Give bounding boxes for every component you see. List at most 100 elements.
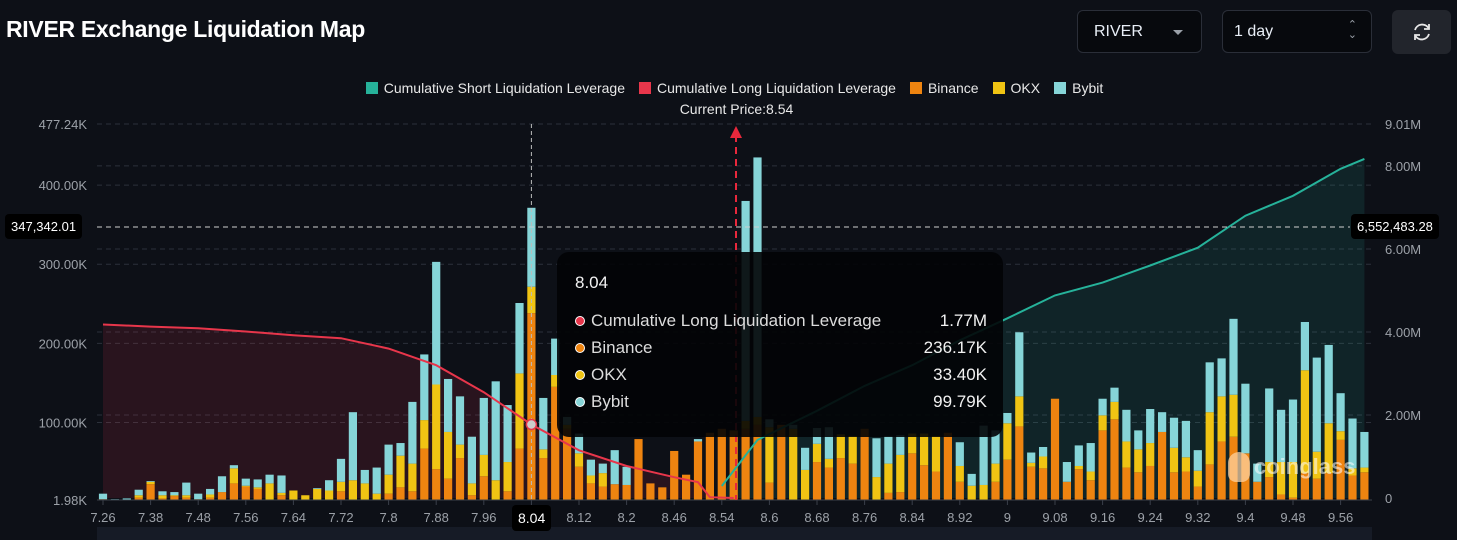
bar-okx bbox=[1169, 447, 1179, 473]
bar-okx bbox=[1288, 462, 1298, 498]
bar-bybit bbox=[515, 303, 524, 374]
legend-swatch bbox=[909, 82, 922, 94]
bar-okx bbox=[289, 490, 298, 500]
bar-binance bbox=[444, 478, 453, 500]
x-tick-label: 7.38 bbox=[138, 510, 163, 525]
bar-binance bbox=[991, 481, 1000, 500]
bar-bybit bbox=[1134, 430, 1143, 450]
legend-item-long[interactable]: Cumulative Long Liquidation Leverage bbox=[639, 80, 896, 96]
bar-binance bbox=[646, 483, 655, 500]
bar-okx bbox=[444, 431, 453, 479]
bar-okx bbox=[479, 454, 488, 477]
x-tick-label: 9 bbox=[1004, 510, 1011, 525]
bar-okx bbox=[896, 454, 905, 493]
bar-okx bbox=[931, 435, 941, 472]
bar-binance bbox=[670, 450, 679, 500]
bar-okx bbox=[455, 444, 465, 459]
bar-bybit bbox=[1086, 443, 1095, 472]
legend-swatch bbox=[992, 82, 1005, 94]
bar-bybit bbox=[1015, 332, 1024, 397]
bar-bybit bbox=[1277, 409, 1286, 463]
bar-binance bbox=[170, 496, 179, 500]
bar-bybit bbox=[455, 396, 465, 445]
bar-okx bbox=[848, 435, 857, 464]
x-tick-label: 9.56 bbox=[1328, 510, 1353, 525]
bar-binance bbox=[610, 484, 619, 500]
tooltip-row-long: Cumulative Long Liquidation Leverage 1.77… bbox=[575, 307, 987, 334]
bar-binance bbox=[836, 458, 845, 500]
bar-bybit bbox=[1312, 357, 1321, 452]
bar-binance bbox=[217, 492, 227, 500]
bar-binance bbox=[1086, 480, 1095, 500]
chart-zoom-slider[interactable] bbox=[97, 527, 1372, 540]
tooltip-title: 8.04 bbox=[575, 273, 609, 292]
bar-bybit bbox=[1158, 412, 1167, 432]
bar-okx bbox=[1265, 462, 1274, 478]
bar-binance bbox=[1181, 471, 1190, 500]
bar-okx bbox=[1300, 370, 1309, 474]
long-cumulative-line bbox=[102, 323, 734, 499]
bar-binance bbox=[682, 474, 691, 500]
bar-binance bbox=[1039, 468, 1048, 500]
legend-item-binance[interactable]: Binance bbox=[909, 80, 979, 96]
legend-label: Bybit bbox=[1072, 80, 1104, 96]
bar-okx bbox=[1336, 431, 1345, 440]
x-tick-label: 9.24 bbox=[1138, 510, 1163, 525]
bar-binance bbox=[598, 486, 607, 500]
bar-okx bbox=[1217, 396, 1226, 442]
bar-bybit bbox=[872, 438, 881, 478]
legend-item-bybit[interactable]: Bybit bbox=[1054, 80, 1103, 96]
bar-bybit bbox=[1348, 418, 1357, 469]
x-tick-label: 9.48 bbox=[1280, 510, 1305, 525]
bar-okx bbox=[420, 420, 429, 449]
bar-binance bbox=[658, 487, 667, 500]
bar-okx bbox=[253, 487, 262, 489]
bar-bybit bbox=[598, 463, 607, 474]
dot-icon bbox=[575, 342, 585, 353]
legend-swatch bbox=[365, 82, 378, 94]
bar-bybit bbox=[467, 436, 476, 484]
bar-binance bbox=[1300, 473, 1309, 500]
x-tick-label: 8.54 bbox=[709, 510, 734, 525]
bar-bybit bbox=[1181, 420, 1190, 458]
bar-binance bbox=[717, 428, 726, 500]
refresh-button[interactable] bbox=[1392, 10, 1451, 54]
bar-bybit bbox=[586, 459, 595, 476]
bar-binance bbox=[384, 493, 393, 500]
bar-okx bbox=[396, 455, 405, 488]
bar-okx bbox=[1110, 401, 1119, 420]
bar-binance bbox=[693, 441, 703, 500]
bar-okx bbox=[598, 473, 607, 487]
bar-binance bbox=[479, 476, 488, 500]
bar-okx bbox=[1086, 471, 1095, 481]
bar-okx bbox=[182, 495, 191, 498]
bar-bybit bbox=[610, 450, 619, 485]
bar-bybit bbox=[491, 381, 500, 481]
y-right-tick-label: 0 bbox=[1385, 491, 1392, 506]
x-tick-label: 7.72 bbox=[328, 510, 353, 525]
y-right-tick-label: 2.00M bbox=[1385, 408, 1421, 423]
period-select[interactable]: 1 day ⌃ ⌄ bbox=[1222, 10, 1372, 53]
period-select-value: 1 day bbox=[1234, 22, 1274, 40]
bar-bybit bbox=[1003, 412, 1012, 424]
bar-okx bbox=[158, 495, 167, 499]
bar-bybit bbox=[539, 397, 548, 450]
bar-binance bbox=[396, 487, 405, 500]
watermark: coinglass bbox=[1228, 452, 1355, 482]
bar-binance bbox=[574, 466, 584, 500]
legend-swatch bbox=[1054, 82, 1067, 94]
symbol-select[interactable]: RIVER bbox=[1077, 10, 1202, 53]
legend-item-okx[interactable]: OKX bbox=[992, 80, 1040, 96]
bar-binance bbox=[896, 492, 905, 500]
bar-binance bbox=[1324, 473, 1333, 500]
bar-binance bbox=[884, 492, 893, 500]
bar-okx bbox=[515, 373, 524, 449]
bar-okx bbox=[1229, 394, 1238, 437]
bar-bybit bbox=[336, 458, 346, 482]
chart-legend: Cumulative Short Liquidation Leverage Cu… bbox=[0, 80, 1457, 96]
bar-bybit bbox=[1074, 445, 1083, 466]
bar-bybit bbox=[110, 499, 119, 500]
legend-item-short[interactable]: Cumulative Short Liquidation Leverage bbox=[365, 80, 625, 96]
bar-bybit bbox=[1288, 399, 1298, 463]
bar-binance bbox=[824, 467, 833, 500]
